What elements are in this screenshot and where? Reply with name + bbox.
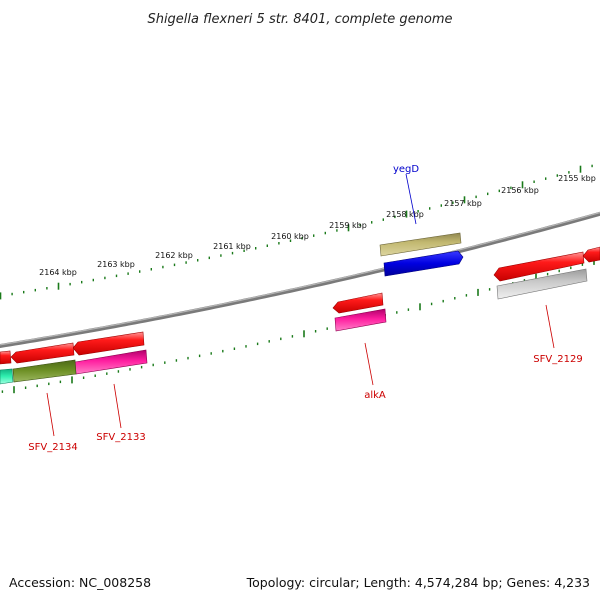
tick-label-2158: 2158 kbp — [386, 210, 424, 219]
edge-cds-left[interactable] — [0, 350, 12, 365]
tick-label-2157: 2157 kbp — [444, 199, 482, 208]
edge-cds-right[interactable] — [582, 246, 600, 263]
tick-label-2159: 2159 kbp — [329, 221, 367, 230]
sfv2129-feature[interactable] — [496, 268, 588, 300]
yegD-cds[interactable] — [383, 250, 464, 277]
alkA-leader — [364, 342, 374, 386]
yegD-leader — [405, 173, 417, 225]
alkA-cds[interactable] — [332, 292, 384, 314]
map-title: Shigella flexneri 5 str. 8401, complete … — [147, 12, 452, 27]
tick-label-2155: 2155 kbp — [558, 174, 596, 183]
sfv2134-label[interactable]: SFV_2134 — [28, 442, 77, 453]
sfv2129-label[interactable]: SFV_2129 — [533, 354, 582, 365]
sfv2133-cds[interactable] — [72, 331, 145, 356]
sfv2129-cds[interactable] — [493, 251, 585, 282]
sfv2134-leader — [46, 392, 55, 437]
alkA-feature[interactable] — [334, 308, 387, 332]
sfv2133-leader — [113, 383, 122, 429]
tick-labels: 2164 kbp 2163 kbp 2162 kbp 2161 kbp 2160… — [39, 174, 596, 277]
sfv2129-leader — [545, 304, 555, 349]
accession-text: Accession: NC_008258 — [9, 575, 152, 590]
tick-label-2164: 2164 kbp — [39, 268, 77, 277]
yegD-feature[interactable] — [379, 232, 462, 257]
tick-label-2162: 2162 kbp — [155, 251, 193, 260]
edge-feature-left[interactable] — [0, 368, 14, 385]
genome-backbone — [0, 211, 600, 349]
sfv2134-feature[interactable] — [12, 359, 77, 383]
genome-summary-text: Topology: circular; Length: 4,574,284 bp… — [246, 575, 590, 590]
tick-label-2160: 2160 kbp — [271, 232, 309, 241]
sfv2133-label[interactable]: SFV_2133 — [96, 432, 145, 443]
tick-label-2163: 2163 kbp — [97, 260, 135, 269]
tick-label-2161: 2161 kbp — [213, 242, 251, 251]
sfv2134-cds[interactable] — [10, 342, 75, 364]
genome-backbone-highlight — [0, 211, 600, 346]
tick-row-forward — [0, 164, 593, 300]
alkA-label[interactable]: alkA — [364, 390, 386, 401]
tick-label-2156: 2156 kbp — [501, 186, 539, 195]
yegD-label[interactable]: yegD — [393, 164, 419, 175]
